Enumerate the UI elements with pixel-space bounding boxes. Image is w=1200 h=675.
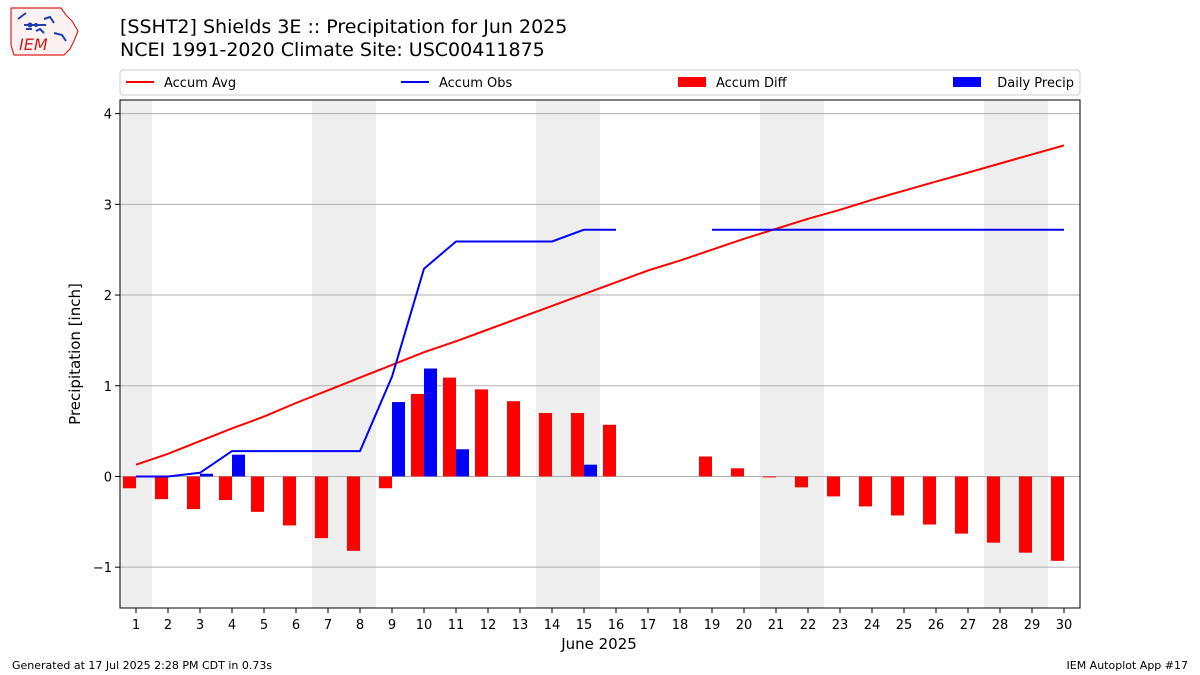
daily-precip-bar [584,464,597,477]
x-tick-label: 27 [960,618,977,633]
x-tick-label: 3 [196,618,204,633]
accum-diff-bar [795,476,808,488]
accum-diff-bar [411,393,424,477]
accum-diff-bar [1019,476,1032,553]
legend-swatch-2 [678,77,706,87]
x-tick-label: 2 [164,618,172,633]
x-tick-label: 20 [736,618,753,633]
accum-avg-line [135,144,1065,466]
x-tick-label: 14 [544,618,561,633]
accum-diff-bar [1051,476,1064,561]
y-tick-label: 0 [104,470,112,485]
iowa-outline-logo: IEM [10,7,79,56]
accum-diff-bar [475,389,488,477]
x-tick-label: 24 [864,618,881,633]
legend-box [119,69,1081,96]
iem-logo: IEM [6,5,82,59]
x-tick-label: 15 [576,618,593,633]
app-attribution: IEM Autoplot App #17 [1066,659,1189,672]
weekend-band [760,100,824,608]
accum-diff-bar [507,401,520,477]
accum-diff-bar [763,476,776,478]
accum-diff-bar [859,476,872,507]
daily-precip-bar [232,454,245,477]
daily-precip-bar [456,449,469,477]
accum-diff-bar [987,476,1000,543]
accum-diff-bar [539,412,552,477]
x-tick-label: 7 [324,618,332,633]
plot-frame [119,99,1081,609]
x-tick-label: 18 [672,618,689,633]
x-tick-label: 23 [832,618,849,633]
legend-label: Accum Diff [716,76,788,91]
x-tick-label: 12 [480,618,497,633]
x-axis-label: June 2025 [560,635,637,653]
x-tick-label: 13 [512,618,529,633]
weekend-band [120,100,152,608]
x-tick-label: 1 [132,618,140,633]
x-tick-label: 21 [768,618,785,633]
accum-diff-bar [891,476,904,516]
weekend-band [536,100,600,608]
accum-diff-bar [315,476,328,539]
x-tick-label: 28 [992,618,1009,633]
accum-diff-bar [251,476,264,512]
accum-obs-line [136,228,1064,478]
y-tick-label: 2 [104,289,112,304]
accum-diff-bar [603,424,616,477]
x-tick-label: 4 [228,618,236,633]
x-tick-label: 16 [608,618,625,633]
accum-diff-bar [347,476,360,551]
daily-precip-bar [392,402,405,477]
x-tick-label: 26 [928,618,945,633]
legend-swatch-3 [953,77,981,87]
accum-diff-bar [379,476,392,489]
accum-diff-bar [923,476,936,525]
x-tick-label: 22 [800,618,817,633]
accum-diff-bar [955,476,968,534]
logo-text: IEM [19,35,48,54]
x-tick-label: 8 [356,618,364,633]
y-tick-label: 1 [104,380,112,395]
accum-diff-bar [571,412,584,477]
x-tick-label: 6 [292,618,300,633]
legend-label: Daily Precip [997,76,1074,91]
x-tick-label: 17 [640,618,657,633]
accum-diff-bar [699,456,712,477]
accum-diff-bar [731,468,744,477]
x-tick-label: 9 [388,618,396,633]
chart-title: [SSHT2] Shields 3E :: Precipitation for … [120,16,568,38]
y-axis-label: Precipitation [inch] [66,283,84,425]
accum-diff-bar [283,476,296,526]
accum-diff-bar [187,476,200,510]
daily-precip-bar [424,368,437,477]
y-tick-label: 3 [104,198,112,213]
accum-diff-bar [443,377,456,477]
x-tick-label: 19 [704,618,721,633]
x-tick-label: 29 [1024,618,1041,633]
chart-subtitle: NCEI 1991-2020 Climate Site: USC00411875 [120,39,545,61]
daily-precip-bar [200,473,213,477]
x-tick-label: 10 [416,618,433,633]
y-tick-label: 4 [104,108,112,123]
x-tick-label: 5 [260,618,268,633]
accum-diff-bar [827,476,840,497]
x-tick-label: 25 [896,618,913,633]
accum-diff-bar [155,476,168,500]
legend-label: Accum Obs [439,76,512,91]
accum-diff-bar [219,476,232,501]
x-tick-label: 30 [1056,618,1073,633]
generated-timestamp: Generated at 17 Jul 2025 2:28 PM CDT in … [12,659,273,672]
accum-diff-bar [123,476,136,489]
legend-label: Accum Avg [164,76,236,91]
y-tick-label: −1 [93,561,112,576]
x-tick-label: 11 [448,618,465,633]
